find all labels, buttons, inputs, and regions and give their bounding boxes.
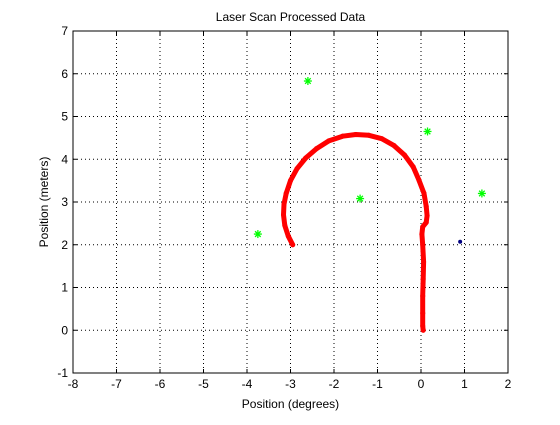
scan-path-point [419, 231, 425, 237]
x-tick-label: -2 [329, 377, 340, 391]
x-tick-label: -8 [68, 377, 79, 391]
scan-path-point [423, 203, 429, 209]
scan-path-point [379, 136, 385, 142]
y-tick-label: 5 [61, 110, 68, 124]
y-tick-label: 4 [61, 152, 68, 166]
x-tick-label: -3 [285, 377, 296, 391]
scan-path-point [314, 146, 320, 152]
y-tick-label: 2 [61, 238, 68, 252]
scan-path-point [420, 293, 426, 299]
scan-path-point [420, 242, 426, 248]
scan-path-point [340, 133, 346, 139]
x-tick-label: -5 [198, 377, 209, 391]
scan-path-point [290, 242, 296, 248]
chart-title: Laser Scan Processed Data [216, 10, 366, 24]
scan-path-point [420, 310, 426, 316]
scan-path-point [416, 177, 422, 183]
x-tick-label: 0 [418, 377, 425, 391]
scan-path-point [424, 213, 430, 219]
scan-path-point [288, 178, 293, 184]
landmark-marker [253, 230, 262, 239]
x-tick-label: -6 [155, 377, 166, 391]
robot-position-dot [458, 239, 463, 244]
scan-path-point [420, 323, 426, 329]
scan-path-point [420, 224, 426, 230]
scan-path-point [423, 220, 429, 226]
scan-path-point [282, 223, 288, 229]
scan-path-point [303, 155, 309, 161]
y-tick-label: 7 [61, 24, 68, 38]
scan-path-point [410, 164, 416, 170]
x-tick-label: -4 [242, 377, 253, 391]
scan-path-point [281, 212, 287, 218]
landmark-marker [303, 77, 312, 86]
x-axis-label: Position (degrees) [242, 397, 339, 411]
scan-path-point [391, 143, 397, 149]
landmark-marker [356, 194, 365, 203]
ticks: -8 -7 -6 -5 -4 -3 -2 -1 0 1 2 -1 0 1 2 3 4 5 6 7 [57, 24, 511, 391]
scan-path-point [420, 276, 426, 282]
x-tick-label: 2 [505, 377, 512, 391]
scan-path-point [401, 152, 407, 158]
scan-path-point [421, 259, 427, 265]
scan-path-point [285, 233, 291, 239]
y-tick-label: 1 [61, 281, 68, 295]
scan-path-point [283, 190, 289, 196]
scan-path-point [294, 166, 300, 172]
scan-path-point [353, 131, 359, 137]
y-tick-label: 0 [61, 323, 68, 337]
x-tick-label: 1 [461, 377, 468, 391]
y-tick-label: 3 [61, 195, 68, 209]
x-tick-label: -1 [372, 377, 383, 391]
scan-path-point [421, 190, 427, 196]
scan-path-point [281, 201, 287, 207]
y-tick-label: -1 [57, 366, 68, 380]
plot-area [73, 31, 508, 373]
landmark-marker [423, 127, 432, 136]
y-axis-label: Position (meters) [37, 157, 51, 248]
x-tick-label: -7 [111, 377, 122, 391]
landmark-marker [477, 189, 486, 198]
y-tick-label: 6 [61, 67, 68, 81]
scan-path-point [420, 327, 426, 333]
series-layer [253, 77, 486, 333]
scan-path-point [326, 138, 332, 144]
scan-path-point [366, 132, 372, 138]
